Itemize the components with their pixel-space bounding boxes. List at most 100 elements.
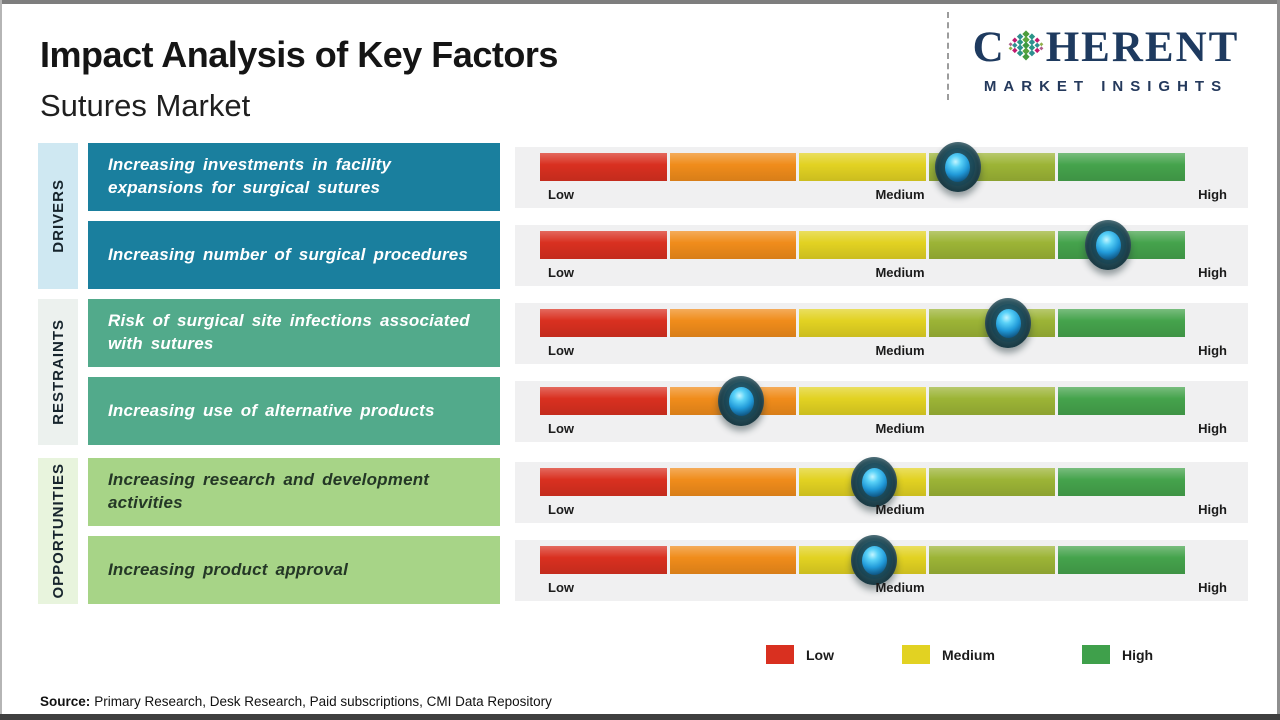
blue-sphere-marker xyxy=(851,457,898,507)
scale-label-high: High xyxy=(1198,580,1227,595)
bar-segment-red xyxy=(540,231,667,259)
blue-sphere-marker xyxy=(934,142,981,192)
factor-label: Increasing use of alternative products xyxy=(108,400,435,420)
factor-box: Increasing research and development acti… xyxy=(88,458,500,526)
scale-labels: Low Medium High xyxy=(540,421,1227,439)
legend-swatch-medium xyxy=(902,645,930,664)
scale-label-high: High xyxy=(1198,421,1227,436)
legend-swatch-high xyxy=(1082,645,1110,664)
left-border-bar xyxy=(0,0,2,720)
bar-segment-orange xyxy=(669,153,797,181)
impact-scale-panel: Low Medium High xyxy=(515,298,1248,364)
impact-scale-panel: Low Medium High xyxy=(515,142,1248,208)
impact-bar xyxy=(540,220,1185,270)
scale-label-medium: Medium xyxy=(875,580,925,595)
factor-row: Increasing research and development acti… xyxy=(0,457,1280,526)
scale-label-high: High xyxy=(1198,265,1227,280)
bar-segment-green xyxy=(1058,468,1185,496)
impact-bar xyxy=(540,142,1185,192)
marker-core xyxy=(1095,230,1121,260)
bar-segment-olive xyxy=(928,387,1056,415)
bar-segment-orange xyxy=(669,231,797,259)
impact-bar xyxy=(540,535,1185,585)
impact-scale-panel: Low Medium High xyxy=(515,376,1248,442)
impact-scale-panel: Low Medium High xyxy=(515,457,1248,523)
scale-labels: Low Medium High xyxy=(540,580,1227,598)
scale-label-medium: Medium xyxy=(875,502,925,517)
marker-core xyxy=(861,545,887,575)
scale-label-low: Low xyxy=(548,580,574,595)
scale-label-medium: Medium xyxy=(875,421,925,436)
bar-segment-green xyxy=(1058,153,1185,181)
legend-item-medium: Medium xyxy=(902,645,995,664)
blue-sphere-marker xyxy=(1085,220,1132,270)
impact-bar xyxy=(540,376,1185,426)
category-strip-drivers: DRIVERS xyxy=(38,143,78,289)
impact-scale-panel: Low Medium High xyxy=(515,535,1248,601)
factor-box: Increasing number of surgical procedures xyxy=(88,221,500,289)
factor-box: Increasing investments in facility expan… xyxy=(88,143,500,211)
impact-bar xyxy=(540,457,1185,507)
bar-segment-orange xyxy=(669,468,797,496)
marker-core xyxy=(728,386,754,416)
impact-scale-panel: Low Medium High xyxy=(515,220,1248,286)
top-border-bar xyxy=(0,0,1280,4)
bar-segment-yellow xyxy=(799,231,926,259)
bar-segment-green xyxy=(1058,387,1185,415)
legend-label-high: High xyxy=(1122,646,1154,663)
scale-label-high: High xyxy=(1198,187,1227,202)
blue-sphere-marker xyxy=(851,535,898,585)
bar-segment-yellow xyxy=(799,309,926,337)
scale-label-low: Low xyxy=(548,502,574,517)
factor-row: Risk of surgical site infections associa… xyxy=(0,298,1280,367)
bar-segment-orange xyxy=(669,309,797,337)
marker-core xyxy=(945,152,971,182)
category-strip-opportunities: OPPORTUNITIES xyxy=(38,458,78,604)
marker-core xyxy=(861,467,887,497)
scale-label-medium: Medium xyxy=(875,343,925,358)
impact-bar xyxy=(540,298,1185,348)
bar-segment-red xyxy=(540,468,667,496)
bar-segment-green xyxy=(1058,309,1185,337)
bar-segment-red xyxy=(540,387,667,415)
factor-label: Increasing number of surgical procedures xyxy=(108,244,469,264)
bar-segment-red xyxy=(540,309,667,337)
bar-segment-olive xyxy=(928,231,1056,259)
scale-labels: Low Medium High xyxy=(540,502,1227,520)
factor-box: Increasing use of alternative products xyxy=(88,377,500,445)
logo-tagline: MARKET INSIGHTS xyxy=(983,78,1229,95)
scale-label-medium: Medium xyxy=(875,265,925,280)
factor-row: Increasing use of alternative products L… xyxy=(0,376,1280,445)
dot-globe-icon xyxy=(1007,28,1045,74)
scale-label-high: High xyxy=(1198,343,1227,358)
factor-row: Increasing investments in facility expan… xyxy=(0,142,1280,211)
factor-label: Increasing product approval xyxy=(108,559,349,579)
bar-segment-olive xyxy=(928,468,1056,496)
scale-labels: Low Medium High xyxy=(540,265,1227,283)
marker-core xyxy=(995,308,1021,338)
legend-swatch-low xyxy=(766,645,794,664)
scale-label-high: High xyxy=(1198,502,1227,517)
factor-row: Increasing product approval Low Medium H… xyxy=(0,535,1280,604)
factor-label: Increasing research and development acti… xyxy=(108,470,430,512)
logo-divider-dashed-line xyxy=(947,12,949,100)
factor-label: Risk of surgical site infections associa… xyxy=(108,311,470,353)
blue-sphere-marker xyxy=(985,298,1032,348)
factor-row: Increasing number of surgical procedures… xyxy=(0,220,1280,289)
scale-labels: Low Medium High xyxy=(540,343,1227,361)
factor-label: Increasing investments in facility expan… xyxy=(108,155,392,197)
scale-label-low: Low xyxy=(548,265,574,280)
legend-item-high: High xyxy=(1082,645,1153,664)
bar-segment-orange xyxy=(669,546,797,574)
scale-label-low: Low xyxy=(548,187,574,202)
page-title: Impact Analysis of Key Factors xyxy=(40,34,558,75)
bar-segment-olive xyxy=(928,546,1056,574)
source-text: Primary Research, Desk Research, Paid su… xyxy=(94,694,552,709)
bar-segment-red xyxy=(540,153,667,181)
scale-labels: Low Medium High xyxy=(540,187,1227,205)
scale-label-low: Low xyxy=(548,343,574,358)
coherent-market-insights-logo: C xyxy=(956,26,1256,95)
legend-item-low: Low xyxy=(766,645,834,664)
legend-label-low: Low xyxy=(806,646,834,663)
